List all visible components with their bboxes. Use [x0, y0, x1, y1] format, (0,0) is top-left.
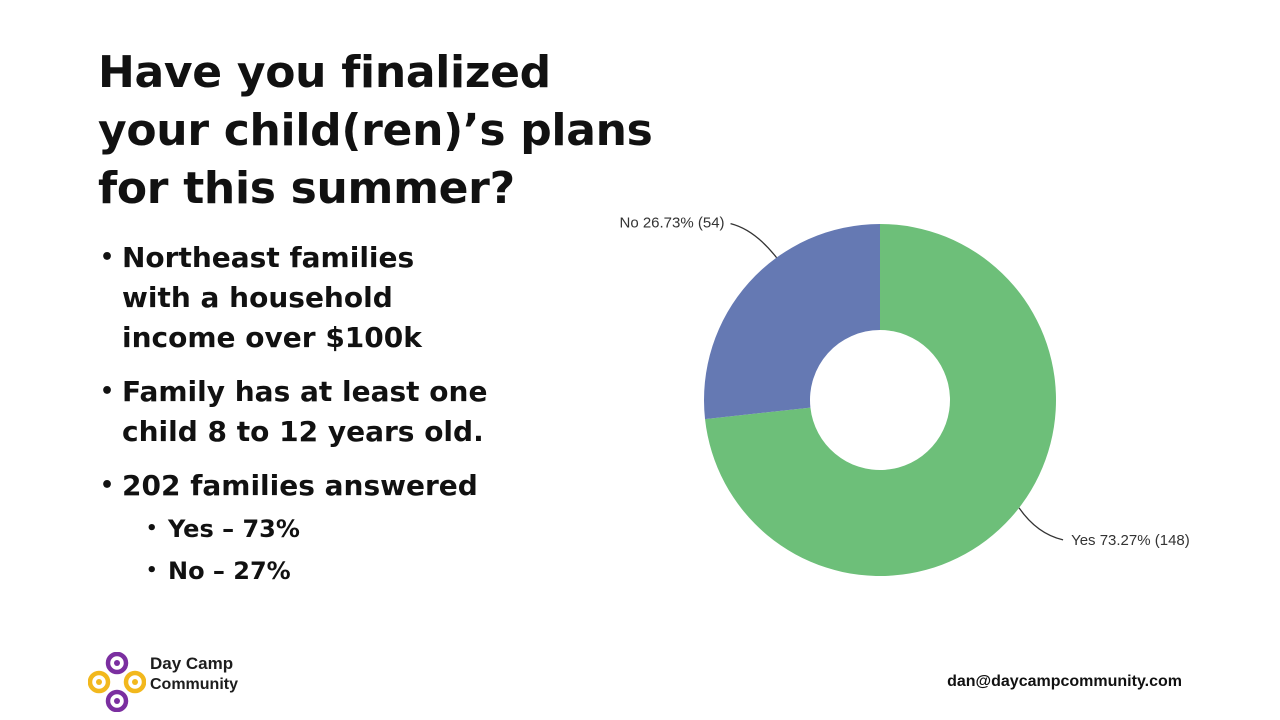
data-label-no: No 26.73% (54) [619, 215, 724, 232]
sub-bullet-text: Yes – 73% [168, 515, 300, 543]
donut-slice-no [704, 224, 880, 420]
title-line: your child(ren)’s plans [98, 105, 653, 156]
logo-line: Community [150, 676, 238, 693]
sub-bullet-text: No – 27% [168, 557, 291, 585]
contact-email: dan@daycampcommunity.com [947, 673, 1182, 690]
bullet-text: Family has at least one [122, 375, 488, 408]
sub-bullet-item: • No – 27% [98, 550, 518, 592]
bullet-dot: • [146, 560, 158, 581]
bullet-item: • Family has at least one child 8 to 12 … [98, 372, 518, 452]
bullet-text: 202 families answered [122, 469, 478, 502]
bullet-dot: • [100, 473, 115, 498]
title-line: for this summer? [98, 163, 515, 214]
title-line: Have you finalized [98, 47, 551, 98]
bullet-dot: • [100, 245, 115, 270]
bullet-item: • Northeast families with a household in… [98, 238, 518, 358]
leader-line-no [730, 222, 778, 259]
bullet-text: income over $100k [122, 321, 422, 354]
bullet-dot: • [146, 518, 158, 539]
bullet-list: • Northeast families with a household in… [98, 238, 518, 592]
sub-bullet-item: • Yes – 73% [98, 508, 518, 550]
bullet-dot: • [100, 379, 115, 404]
day-camp-logo-icon [87, 651, 147, 713]
bullet-text: Northeast families [122, 241, 415, 274]
logo-text: Day Camp Community [150, 654, 238, 696]
slide-title: Have you finalized your child(ren)’s pla… [98, 44, 653, 218]
logo-line: Day Camp [150, 654, 234, 673]
bullet-item: • 202 families answered [98, 466, 518, 506]
donut-chart: Yes 73.27% (148) No 26.73% (54) [619, 215, 1190, 576]
donut-slice-yes [705, 224, 1056, 576]
leader-line-yes [1018, 507, 1064, 541]
logo: Day Camp Community [87, 651, 288, 714]
data-label-yes: Yes 73.27% (148) [1071, 532, 1190, 549]
bullet-text: with a household [122, 281, 393, 314]
bullet-text: child 8 to 12 years old. [122, 415, 484, 448]
